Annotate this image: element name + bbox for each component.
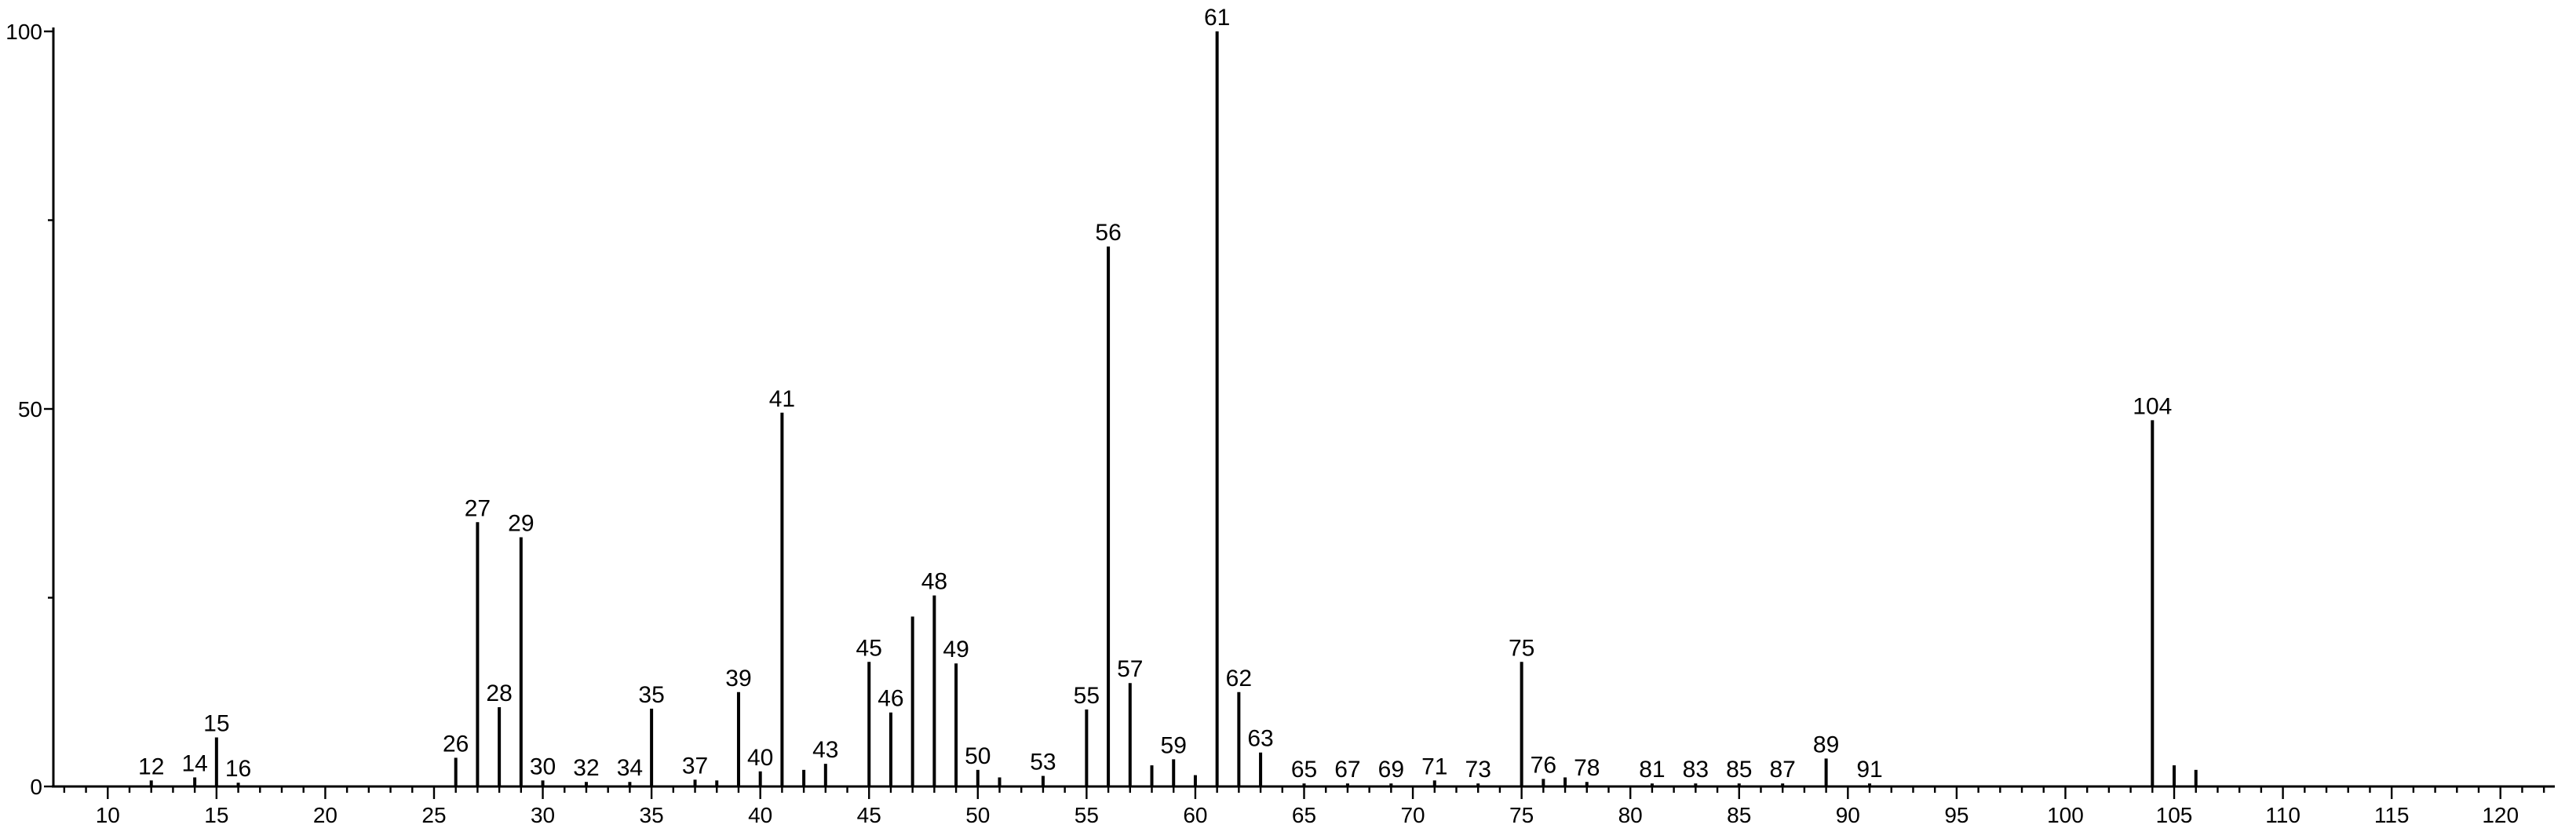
peak-label-12: 12 — [138, 754, 164, 779]
peak-label-78: 78 — [1574, 755, 1600, 781]
peak-label-39: 39 — [725, 666, 751, 692]
peak-label-40: 40 — [747, 745, 773, 771]
x-tick-label: 45 — [857, 803, 881, 827]
x-tick-label: 20 — [313, 803, 338, 827]
peak-label-15: 15 — [203, 710, 229, 736]
x-tick-label: 65 — [1292, 803, 1316, 827]
peak-label-91: 91 — [1856, 757, 1882, 783]
y-axis-ticks: 0 50 100 — [5, 20, 53, 799]
peak-label-29: 29 — [508, 511, 534, 537]
peak-label-69: 69 — [1378, 757, 1404, 783]
peak-label-73: 73 — [1465, 757, 1491, 783]
x-tick-label: 55 — [1075, 803, 1099, 827]
peak-label-46: 46 — [878, 686, 903, 712]
peak-label-57: 57 — [1117, 656, 1143, 682]
x-tick-label: 95 — [1944, 803, 1968, 827]
peak-label-61: 61 — [1204, 5, 1230, 31]
peak-label-48: 48 — [921, 569, 947, 595]
peak-label-85: 85 — [1726, 757, 1752, 783]
peak-label-104: 104 — [2133, 393, 2172, 419]
x-axis-ticks: 10 15 20 25 30 35 40 45 50 55 60 65 70 75 80 85 90 95 100 1… — [63, 786, 2545, 827]
x-tick-label: 30 — [531, 803, 555, 827]
x-tick-label: 75 — [1509, 803, 1534, 827]
peak-label-67: 67 — [1334, 757, 1360, 783]
peak-label-87: 87 — [1769, 757, 1795, 783]
peak-label-16: 16 — [225, 756, 251, 782]
x-tick-label: 40 — [748, 803, 772, 827]
peak-label-89: 89 — [1813, 732, 1839, 757]
peak-label-37: 37 — [682, 753, 708, 779]
peak-label-27: 27 — [465, 495, 491, 521]
peak-label-71: 71 — [1421, 754, 1447, 779]
x-tick-label: 105 — [2156, 803, 2193, 827]
spectrum-peaks — [149, 31, 2198, 786]
peak-label-45: 45 — [856, 635, 882, 661]
x-tick-label: 110 — [2265, 803, 2301, 827]
peak-label-43: 43 — [812, 737, 838, 763]
x-tick-label: 60 — [1183, 803, 1207, 827]
x-tick-label: 120 — [2482, 803, 2519, 827]
peak-label-59: 59 — [1161, 732, 1187, 758]
peak-label-35: 35 — [638, 682, 664, 708]
peak-label-34: 34 — [617, 755, 643, 781]
peak-label-83: 83 — [1683, 757, 1709, 783]
peak-label-26: 26 — [443, 731, 469, 757]
peak-label-62: 62 — [1226, 666, 1252, 692]
peak-labels: 12 14 15 16 26 27 28 29 30 32 34 35 37 39 40 41 43 45 46 48… — [138, 5, 2172, 783]
peak-label-32: 32 — [573, 755, 599, 781]
peak-label-50: 50 — [965, 743, 991, 769]
peak-label-49: 49 — [943, 637, 969, 662]
peak-label-14: 14 — [181, 750, 207, 776]
x-tick-label: 100 — [2047, 803, 2084, 827]
x-tick-label: 85 — [1727, 803, 1751, 827]
x-tick-label: 35 — [640, 803, 664, 827]
peak-label-65: 65 — [1291, 757, 1317, 783]
x-tick-label: 50 — [965, 803, 990, 827]
x-tick-label: 115 — [2374, 803, 2410, 827]
peak-label-55: 55 — [1074, 683, 1100, 709]
peak-label-81: 81 — [1639, 757, 1665, 783]
x-tick-label: 15 — [204, 803, 228, 827]
x-tick-label: 80 — [1618, 803, 1643, 827]
y-tick-label: 0 — [30, 775, 42, 799]
y-tick-label: 100 — [5, 20, 42, 44]
peak-label-53: 53 — [1030, 750, 1056, 775]
x-tick-label: 70 — [1400, 803, 1425, 827]
peak-label-41: 41 — [769, 386, 795, 412]
peak-label-75: 75 — [1509, 635, 1534, 661]
peak-label-28: 28 — [486, 681, 512, 706]
x-tick-label: 10 — [96, 803, 120, 827]
peak-label-56: 56 — [1095, 220, 1121, 246]
peak-label-30: 30 — [530, 754, 556, 779]
peak-label-63: 63 — [1247, 726, 1273, 752]
peak-label-76: 76 — [1531, 752, 1556, 778]
x-tick-label: 90 — [1836, 803, 1860, 827]
x-tick-label: 25 — [421, 803, 446, 827]
y-tick-label: 50 — [18, 397, 42, 421]
